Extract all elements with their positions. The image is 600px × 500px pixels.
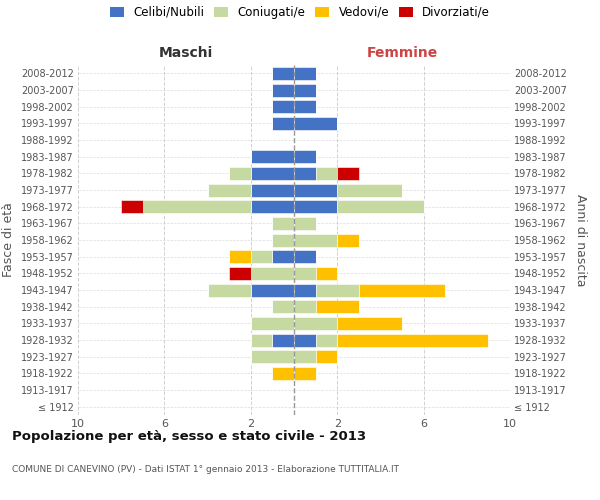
Bar	[294, 117, 337, 130]
Bar	[294, 200, 337, 213]
Bar	[337, 167, 359, 180]
Bar	[294, 317, 337, 330]
Bar	[229, 250, 251, 263]
Bar	[337, 200, 424, 213]
Bar	[294, 267, 316, 280]
Bar	[294, 84, 316, 96]
Legend: Celibi/Nubili, Coniugati/e, Vedovi/e, Divorziati/e: Celibi/Nubili, Coniugati/e, Vedovi/e, Di…	[110, 6, 490, 19]
Bar	[272, 234, 294, 246]
Bar	[316, 350, 337, 363]
Bar	[337, 317, 402, 330]
Bar	[251, 317, 294, 330]
Bar	[294, 250, 316, 263]
Bar	[272, 100, 294, 113]
Bar	[359, 284, 445, 296]
Text: Popolazione per età, sesso e stato civile - 2013: Popolazione per età, sesso e stato civil…	[12, 430, 366, 443]
Bar	[294, 167, 316, 180]
Bar	[208, 184, 251, 196]
Text: COMUNE DI CANEVINO (PV) - Dati ISTAT 1° gennaio 2013 - Elaborazione TUTTITALIA.I: COMUNE DI CANEVINO (PV) - Dati ISTAT 1° …	[12, 465, 399, 474]
Bar	[294, 284, 316, 296]
Bar	[294, 350, 316, 363]
Text: Maschi: Maschi	[159, 46, 213, 60]
Bar	[294, 100, 316, 113]
Bar	[316, 167, 337, 180]
Bar	[121, 200, 143, 213]
Bar	[251, 267, 294, 280]
Bar	[316, 284, 359, 296]
Y-axis label: Fasce di età: Fasce di età	[2, 202, 16, 278]
Bar	[208, 284, 251, 296]
Bar	[251, 250, 272, 263]
Bar	[272, 367, 294, 380]
Bar	[294, 217, 316, 230]
Bar	[294, 300, 316, 313]
Bar	[251, 184, 294, 196]
Bar	[294, 334, 316, 346]
Y-axis label: Anni di nascita: Anni di nascita	[574, 194, 587, 286]
Bar	[337, 334, 488, 346]
Bar	[251, 200, 294, 213]
Bar	[316, 334, 337, 346]
Bar	[272, 334, 294, 346]
Bar	[337, 234, 359, 246]
Bar	[251, 350, 294, 363]
Bar	[251, 150, 294, 163]
Bar	[143, 200, 251, 213]
Bar	[251, 334, 272, 346]
Bar	[251, 167, 294, 180]
Bar	[272, 300, 294, 313]
Bar	[294, 367, 316, 380]
Bar	[272, 67, 294, 80]
Bar	[337, 184, 402, 196]
Bar	[272, 217, 294, 230]
Bar	[316, 300, 359, 313]
Bar	[294, 150, 316, 163]
Text: Femmine: Femmine	[367, 46, 437, 60]
Bar	[229, 167, 251, 180]
Bar	[294, 67, 316, 80]
Bar	[229, 267, 251, 280]
Bar	[294, 234, 337, 246]
Bar	[272, 250, 294, 263]
Bar	[272, 117, 294, 130]
Bar	[316, 267, 337, 280]
Bar	[272, 84, 294, 96]
Bar	[251, 284, 294, 296]
Bar	[294, 184, 337, 196]
